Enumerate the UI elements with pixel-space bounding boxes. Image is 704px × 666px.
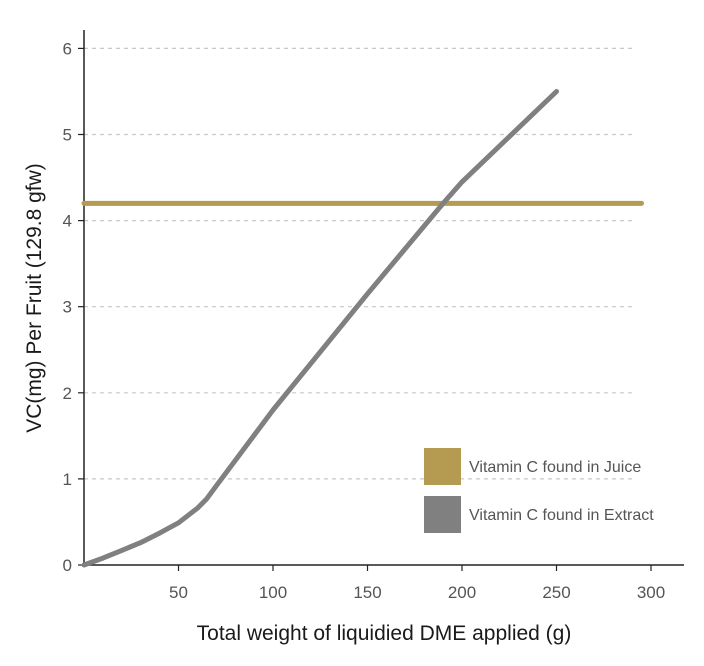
legend: Vitamin C found in Juice Vitamin C found … [424,448,654,533]
legend-label: Vitamin C found in Juice [469,459,641,476]
legend-label: Vitamin C found in Extract [469,507,654,524]
y-tick-label: 5 [63,126,72,145]
series [81,89,644,568]
x-tick-label: 200 [448,583,476,602]
axes [83,30,684,566]
x-tick-label: 250 [542,583,570,602]
y-axis-title: VC(mg) Per Fruit (129.8 gfw) [23,163,46,433]
tick-labels: 0 1 2 3 4 5 6 50 100 150 200 250 300 [63,39,666,602]
y-tick-label: 1 [63,470,72,489]
x-tick-label: 100 [259,583,287,602]
y-tick-label: 6 [63,39,72,58]
y-tick-label: 3 [63,298,72,317]
y-tick-label: 4 [63,212,72,231]
x-tick-label: 50 [169,583,188,602]
legend-swatch [424,448,461,485]
x-tick-label: 300 [637,583,665,602]
y-tick-label: 0 [63,556,72,575]
y-tick-label: 2 [63,384,72,403]
x-axis-title: Total weight of liquidied DME applied (g… [197,622,572,645]
legend-swatch [424,496,461,533]
extract-series-line [81,89,559,568]
gridlines [84,47,636,480]
x-tick-label: 150 [353,583,381,602]
